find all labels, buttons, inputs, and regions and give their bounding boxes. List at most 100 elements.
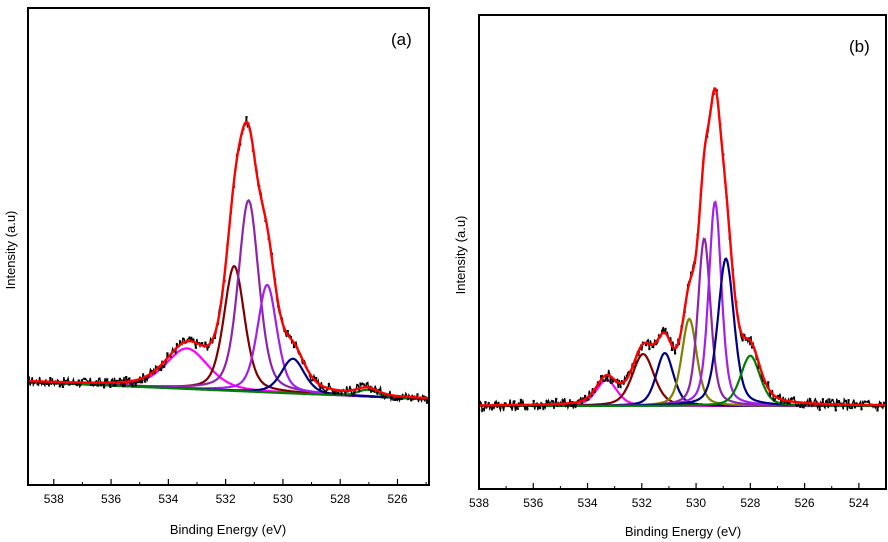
- experimental-data-line: [478, 87, 887, 413]
- experimental-point: [179, 340, 182, 343]
- experimental-point: [555, 397, 558, 401]
- experimental-point: [106, 378, 109, 381]
- experimental-point: [391, 396, 394, 399]
- panel-a: 538 536 534 532 530 528 526 (a) Binding Energy…: [3, 7, 430, 537]
- experimental-point: [847, 399, 850, 402]
- experimental-point: [362, 383, 365, 386]
- experimental-point: [321, 387, 324, 390]
- experimental-point: [776, 394, 779, 398]
- experimental-point: [616, 379, 619, 382]
- y-axis-title-a: Intensity (a.u): [3, 211, 18, 290]
- experimental-point: [799, 405, 802, 408]
- experimental-point: [741, 339, 744, 342]
- experimental-point: [487, 402, 490, 405]
- experimental-point: [112, 384, 115, 387]
- experimental-point: [645, 343, 648, 347]
- experimental-point: [128, 377, 131, 380]
- experimental-point: [90, 383, 93, 387]
- experimental-point: [606, 379, 609, 382]
- experimental-point: [837, 400, 841, 403]
- experimental-point: [160, 368, 163, 371]
- experimental-point: [542, 407, 545, 410]
- component-peak-6: [479, 200, 886, 407]
- x-axis-title-b: Binding Energy (eV): [625, 524, 741, 539]
- experimental-point: [863, 400, 866, 403]
- experimental-point: [153, 371, 156, 375]
- experimental-point: [860, 408, 863, 411]
- component-peak-5: [28, 357, 429, 401]
- experimental-point: [587, 398, 590, 401]
- experimental-point: [876, 409, 879, 412]
- experimental-point: [80, 379, 83, 382]
- experimental-point: [773, 398, 776, 401]
- experimental-point: [654, 343, 657, 346]
- panel-b: 538 536 534 532 530 528 526 524 (b) Binding Ene…: [453, 14, 887, 539]
- experimental-point: [166, 352, 169, 355]
- experimental-point: [825, 400, 828, 403]
- experimental-point: [802, 406, 805, 409]
- experimental-point: [334, 392, 337, 395]
- x-tick-label: 524: [849, 496, 869, 510]
- experimental-point: [564, 404, 567, 407]
- experimental-point: [821, 398, 824, 401]
- x-tick-label: 526: [387, 492, 407, 506]
- experimental-point: [324, 391, 327, 394]
- experimental-point: [751, 346, 754, 349]
- experimental-point: [163, 365, 166, 368]
- experimental-point: [292, 346, 296, 349]
- component-peak-7: [479, 257, 886, 407]
- experimental-point: [144, 380, 147, 383]
- x-tick-label: 532: [632, 496, 652, 510]
- x-tick-label: 530: [686, 496, 706, 510]
- experimental-point: [625, 374, 628, 378]
- experimental-point: [590, 394, 593, 397]
- experimental-point: [68, 383, 71, 386]
- experimental-point: [593, 390, 596, 393]
- experimental-point: [46, 382, 49, 385]
- experimental-point: [510, 405, 513, 408]
- experimental-point: [519, 398, 522, 401]
- experimental-point: [497, 401, 500, 404]
- experimental-point: [584, 395, 587, 398]
- experimental-point: [526, 408, 529, 411]
- experimental-point: [406, 397, 410, 400]
- experimental-point: [61, 385, 64, 388]
- experimental-point: [503, 402, 506, 405]
- experimental-point: [55, 382, 58, 385]
- y-axis-title-b: Intensity (a.u): [453, 216, 468, 295]
- experimental-point: [137, 380, 140, 384]
- experimental-point: [84, 377, 87, 380]
- experimental-point: [664, 327, 667, 330]
- x-tick-label: 532: [216, 492, 236, 506]
- component-peak-4: [479, 317, 886, 407]
- x-axis-title-a: Binding Energy (eV): [170, 522, 286, 537]
- experimental-point: [425, 401, 429, 404]
- experimental-point: [834, 409, 837, 412]
- experimental-point: [622, 382, 625, 385]
- experimental-point: [201, 342, 204, 345]
- experimental-point: [828, 398, 831, 401]
- experimental-point: [327, 383, 330, 386]
- x-tick-label: 534: [578, 496, 598, 510]
- x-tick-label: 526: [795, 496, 815, 510]
- experimental-point: [545, 400, 548, 403]
- plot-frame-b: [478, 14, 887, 490]
- experimental-point: [866, 400, 869, 403]
- experimental-point: [561, 399, 564, 402]
- fitted-envelope-line: [479, 87, 886, 407]
- experimental-point: [422, 395, 425, 398]
- component-peak-2: [27, 264, 430, 401]
- experimental-point: [141, 381, 144, 384]
- experimental-point: [99, 383, 102, 386]
- fitted-envelope-line: [28, 120, 429, 400]
- experimental-point: [516, 407, 519, 410]
- experimental-point: [619, 386, 622, 389]
- x-tick-label: 536: [101, 492, 121, 506]
- experimental-point: [36, 383, 39, 386]
- experimental-point: [513, 400, 516, 403]
- experimental-point: [213, 336, 216, 339]
- experimental-point: [286, 330, 289, 333]
- experimental-point: [394, 398, 397, 401]
- experimental-point: [125, 376, 128, 379]
- x-tick-label: 528: [740, 496, 760, 510]
